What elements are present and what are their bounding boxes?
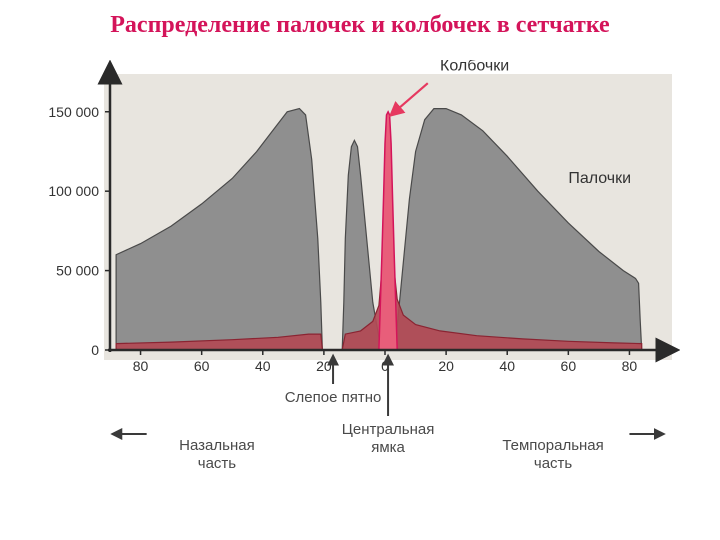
temporal-label: часть [534,455,573,472]
x-tick-label: 20 [316,358,332,374]
x-tick-label: 60 [194,358,210,374]
blind-spot-label: Слепое пятно [285,389,382,406]
x-tick-label: 40 [255,358,271,374]
legend-cones-label: Колбочки [440,60,509,74]
fovea-label: Центральная [342,421,435,438]
x-tick-label: 60 [561,358,577,374]
y-tick-label: 50 000 [56,263,99,279]
page-title: Распределение палочек и колбочек в сетча… [0,12,720,39]
x-tick-label: 20 [438,358,454,374]
y-tick-label: 100 000 [48,183,99,199]
retina-distribution-chart: 050 000100 000150 00080604020020406080Ко… [40,60,680,490]
nasal-label: часть [198,455,237,472]
legend-rods-label: Палочки [568,170,631,187]
x-tick-label: 80 [622,358,638,374]
x-tick-label: 80 [133,358,149,374]
x-tick-label: 40 [499,358,515,374]
fovea-label: ямка [371,439,405,456]
y-tick-label: 0 [91,342,99,358]
chart-svg: 050 000100 000150 00080604020020406080Ко… [40,60,680,490]
y-tick-label: 150 000 [48,104,99,120]
temporal-label: Темпоральная [502,437,603,454]
nasal-label: Назальная [179,437,255,454]
